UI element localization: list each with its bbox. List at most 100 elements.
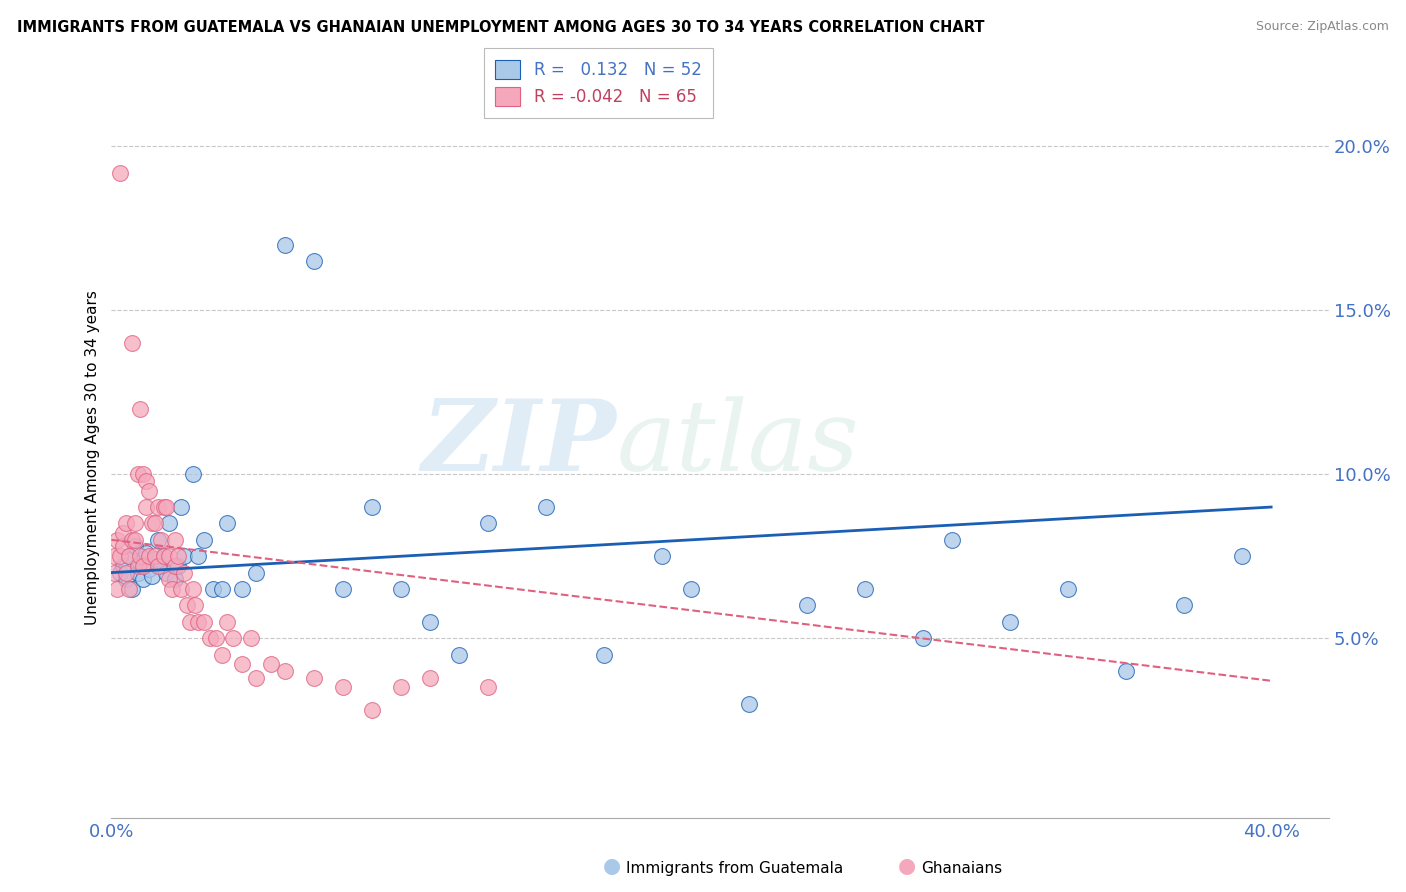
Point	[1115, 664, 1137, 678]
Point	[193, 615, 215, 629]
Point	[141, 516, 163, 531]
Point	[146, 500, 169, 514]
Point	[217, 615, 239, 629]
Point	[138, 549, 160, 564]
Point	[274, 237, 297, 252]
Point	[111, 540, 134, 554]
Point	[187, 549, 209, 564]
Point	[105, 533, 128, 547]
Text: ●: ●	[898, 856, 915, 876]
Point	[274, 664, 297, 678]
Point	[129, 549, 152, 564]
Point	[146, 533, 169, 547]
Point	[132, 559, 155, 574]
Point	[155, 500, 177, 514]
Point	[132, 467, 155, 482]
Legend: R =   0.132   N = 52, R = -0.042   N = 65: R = 0.132 N = 52, R = -0.042 N = 65	[484, 48, 713, 118]
Point	[187, 615, 209, 629]
Point	[260, 657, 283, 672]
Point	[165, 533, 187, 547]
Point	[389, 582, 412, 596]
Point	[204, 631, 226, 645]
Point	[217, 516, 239, 531]
Point	[118, 582, 141, 596]
Text: ●: ●	[603, 856, 620, 876]
Point	[103, 549, 125, 564]
Point	[211, 648, 233, 662]
Point	[143, 552, 166, 566]
Point	[179, 615, 201, 629]
Point	[115, 572, 138, 586]
Point	[738, 697, 761, 711]
Point	[239, 631, 262, 645]
Point	[796, 599, 818, 613]
Point	[152, 500, 174, 514]
Point	[146, 559, 169, 574]
Point	[124, 516, 146, 531]
Text: Immigrants from Guatemala: Immigrants from Guatemala	[626, 861, 844, 876]
Point	[193, 533, 215, 547]
Point	[121, 533, 143, 547]
Point	[108, 166, 131, 180]
Point	[304, 671, 326, 685]
Point	[651, 549, 673, 564]
Point	[115, 566, 138, 580]
Point	[165, 572, 187, 586]
Point	[245, 671, 267, 685]
Point	[222, 631, 245, 645]
Point	[124, 540, 146, 554]
Point	[138, 562, 160, 576]
Point	[157, 549, 180, 564]
Text: atlas: atlas	[617, 396, 859, 491]
Point	[108, 549, 131, 564]
Point	[152, 549, 174, 564]
Y-axis label: Unemployment Among Ages 30 to 34 years: Unemployment Among Ages 30 to 34 years	[86, 291, 100, 625]
Point	[231, 657, 253, 672]
Point	[304, 254, 326, 268]
Point	[1230, 549, 1253, 564]
Point	[103, 566, 125, 580]
Point	[681, 582, 703, 596]
Point	[155, 566, 177, 580]
Point	[941, 533, 963, 547]
Point	[132, 572, 155, 586]
Point	[135, 474, 157, 488]
Point	[1173, 599, 1195, 613]
Point	[105, 582, 128, 596]
Point	[143, 516, 166, 531]
Point	[115, 516, 138, 531]
Point	[477, 681, 499, 695]
Point	[170, 500, 193, 514]
Point	[121, 336, 143, 351]
Point	[912, 631, 935, 645]
Point	[170, 582, 193, 596]
Point	[181, 467, 204, 482]
Point	[1057, 582, 1080, 596]
Point	[165, 559, 187, 574]
Point	[201, 582, 224, 596]
Point	[211, 582, 233, 596]
Point	[853, 582, 876, 596]
Point	[157, 572, 180, 586]
Point	[167, 549, 190, 564]
Point	[141, 569, 163, 583]
Point	[181, 582, 204, 596]
Point	[536, 500, 558, 514]
Point	[124, 533, 146, 547]
Point	[127, 467, 149, 482]
Point	[129, 401, 152, 416]
Point	[162, 582, 184, 596]
Point	[143, 549, 166, 564]
Point	[419, 671, 441, 685]
Point	[419, 615, 441, 629]
Point	[176, 599, 198, 613]
Point	[111, 526, 134, 541]
Point	[449, 648, 471, 662]
Point	[149, 559, 172, 574]
Point	[127, 559, 149, 574]
Point	[173, 549, 195, 564]
Point	[121, 582, 143, 596]
Point	[135, 546, 157, 560]
Point	[108, 566, 131, 580]
Point	[138, 483, 160, 498]
